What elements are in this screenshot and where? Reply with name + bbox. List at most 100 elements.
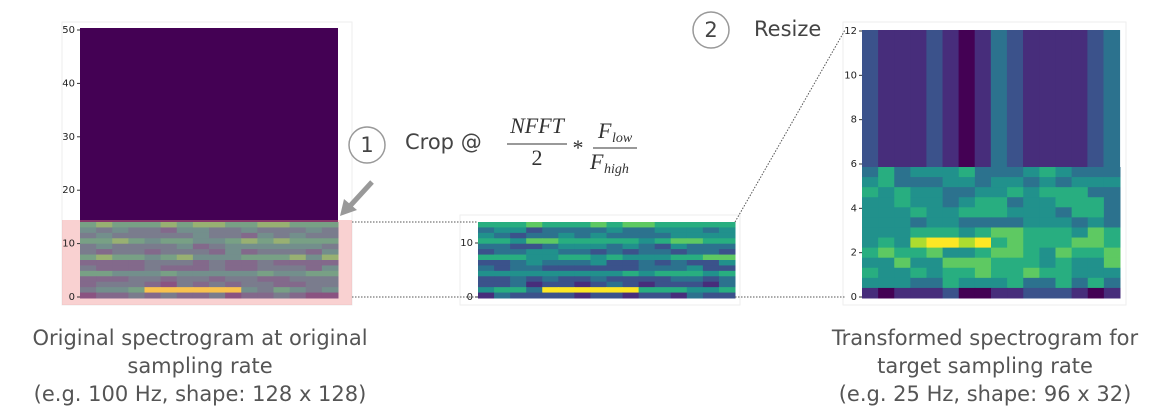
spectrogram-cell [975,187,992,198]
spectrogram-cell [959,187,976,198]
spectrogram-cell [1087,30,1104,167]
spectrogram-cell [655,249,672,255]
spectrogram-cell [1039,258,1056,269]
spectrogram-cell [975,258,992,269]
caption-line: (e.g. 100 Hz, shape: 128 x 128) [34,382,367,406]
spectrogram-cell [590,260,607,266]
spectrogram-cell [927,258,944,269]
y-tick-label: 20 [62,185,75,196]
spectrogram-cell [1104,187,1121,198]
spectrogram-cell [975,288,992,299]
spectrogram-cell [927,238,944,249]
spectrogram-cell [894,258,911,269]
spectrogram-cell [655,227,672,233]
spectrogram-cell [927,177,944,188]
spectrogram-cell [623,238,640,244]
spectrogram-cell [687,244,704,250]
spectrogram-cell [574,282,591,288]
spectrogram-cell [655,293,672,299]
spectrogram-cell [959,30,976,167]
spectrogram-cell [719,249,736,255]
spectrogram-cell [943,167,960,178]
spectrogram-cell [655,244,672,250]
spectrogram-cell [526,293,543,299]
spectrogram-cell [526,233,543,239]
spectrogram-cell [943,278,960,289]
spectrogram-cell [510,271,527,277]
spectrogram-cell [1056,227,1073,238]
spectrogram-cell [558,271,575,277]
spectrogram-cell [687,276,704,282]
spectrogram-cell [927,288,944,299]
spectrogram-cell [910,268,927,279]
spectrogram-cell [1023,217,1040,228]
spectrogram-cell [558,238,575,244]
spectrogram-cell [1088,197,1105,208]
y-tick-label: 12 [844,26,857,37]
spectrogram-cell [671,260,688,266]
spectrogram-cell [910,248,927,259]
spectrogram-cell [1007,248,1024,259]
arrow [340,182,372,216]
spectrogram-cell [590,233,607,239]
spectrogram-cell [1104,258,1121,269]
spectrogram-cell [558,227,575,233]
spectrogram-cell [671,227,688,233]
spectrogram-cell [687,260,704,266]
spectrogram-cell [639,282,656,288]
spectrogram-cell [975,238,992,249]
spectrogram-cell [894,278,911,289]
spectrogram-cell [959,268,976,279]
spectrogram-cell [959,248,976,259]
spectrogram-cell [943,217,960,228]
spectrogram-cell [1007,207,1024,218]
spectrogram-cell [894,197,911,208]
formula-f-bottom-sub: high [604,162,629,177]
spectrogram-cell [542,233,559,239]
spectrogram-cell [991,248,1008,259]
step-number: 2 [704,18,717,42]
spectrogram-cell [703,222,720,228]
spectrogram-cell [558,287,575,293]
spectrogram-cell [590,293,607,299]
spectrogram-cell [478,249,495,255]
spectrogram-cell [574,287,591,293]
spectrogram-cell [703,265,720,271]
spectrogram-cell [687,222,704,228]
spectrogram-cell [1023,268,1040,279]
spectrogram-cell [590,287,607,293]
spectrogram-cell [542,222,559,228]
spectrogram-cell [703,276,720,282]
spectrogram-cell [1039,167,1056,178]
spectrogram-cell [574,255,591,261]
spectrogram-cell [639,238,656,244]
spectrogram-cell [590,265,607,271]
spectrogram-cell [1055,30,1072,167]
spectrogram-cell [655,255,672,261]
spectrogram-cell [671,238,688,244]
spectrogram-cell [991,30,1008,167]
y-tick-label: 40 [62,78,75,89]
spectrogram-cell [927,197,944,208]
spectrogram-cell [510,238,527,244]
spectrogram-cell [894,177,911,188]
spectrogram-cell [623,260,640,266]
spectrogram-cell [862,217,879,228]
spectrogram-cell [607,233,624,239]
spectrogram-cell [1072,258,1089,269]
spectrogram-cell [558,276,575,282]
formula-denominator: 2 [532,145,543,170]
spectrogram-cell [959,217,976,228]
spectrogram-cell [927,278,944,289]
spectrogram-cell [927,268,944,279]
spectrogram-cell [558,265,575,271]
spectrogram-cell [703,238,720,244]
spectrogram-cell [494,227,511,233]
spectrogram-cell [494,260,511,266]
spectrogram-cell [542,271,559,277]
spectrogram-cell [671,249,688,255]
spectrogram-cell [927,217,944,228]
spectrogram-cell [894,238,911,249]
spectrogram-cell [1072,278,1089,289]
y-tick-label: 0 [467,292,473,303]
